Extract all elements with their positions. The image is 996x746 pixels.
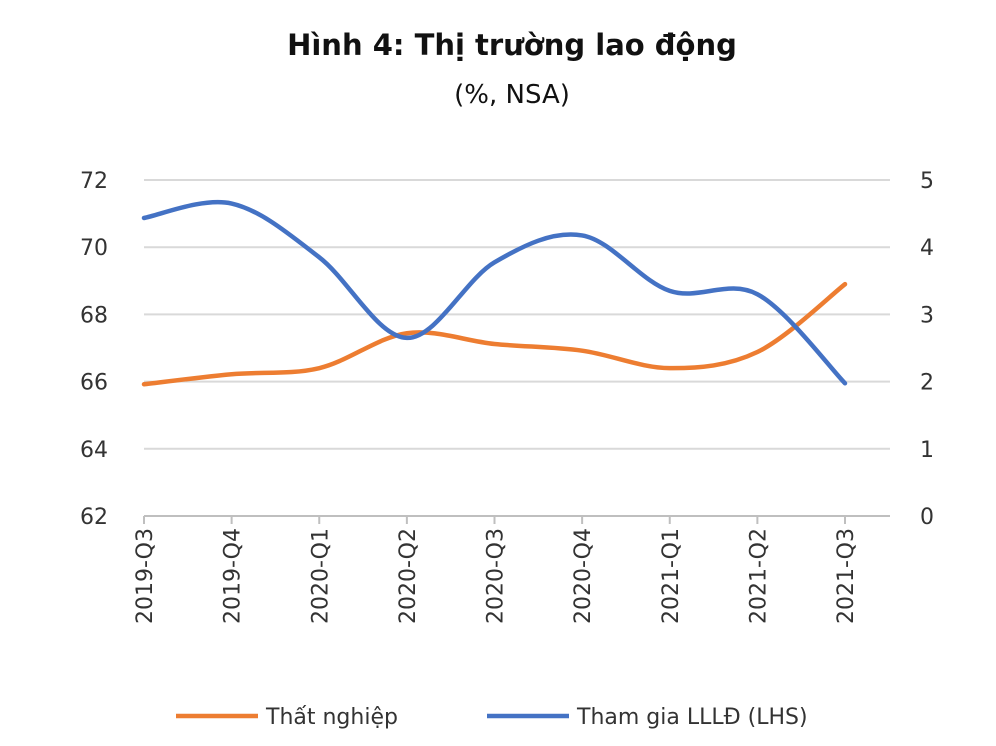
y-left-tick-label: 68 <box>80 303 108 328</box>
legend-label: Tham gia LLLĐ (LHS) <box>576 705 808 730</box>
y-right-tick-label: 3 <box>920 303 934 328</box>
series-line-participation <box>141 200 848 386</box>
chart-title: Hình 4: Thị trường lao động <box>287 28 737 62</box>
y-right-tick-label: 4 <box>920 236 934 261</box>
x-tick-label: 2021-Q3 <box>834 528 859 624</box>
y-right-tick-label: 2 <box>920 371 934 396</box>
y-left-tick-label: 62 <box>80 505 108 530</box>
y-left-tick-label: 66 <box>80 371 108 396</box>
chart-subtitle: (%, NSA) <box>454 80 570 110</box>
y-left-tick-label: 72 <box>80 169 108 194</box>
x-tick-label: 2020-Q3 <box>484 528 509 624</box>
x-tick-label: 2019-Q4 <box>221 528 246 624</box>
x-tick-label: 2020-Q2 <box>396 528 421 624</box>
x-tick-label: 2020-Q4 <box>571 528 596 624</box>
y-left-tick-label: 70 <box>80 236 108 261</box>
y-right-tick-label: 5 <box>920 169 934 194</box>
series-line-unemployment <box>141 281 848 387</box>
y-right-tick-label: 1 <box>920 438 934 463</box>
x-tick-label: 2019-Q3 <box>133 528 158 624</box>
x-tick-label: 2021-Q2 <box>746 528 771 624</box>
x-tick-label: 2021-Q1 <box>659 528 684 624</box>
x-tick-label: 2020-Q1 <box>308 528 333 624</box>
y-right-tick-label: 0 <box>920 505 934 530</box>
legend-label: Thất nghiệp <box>265 705 398 730</box>
y-left-tick-label: 64 <box>80 438 108 463</box>
